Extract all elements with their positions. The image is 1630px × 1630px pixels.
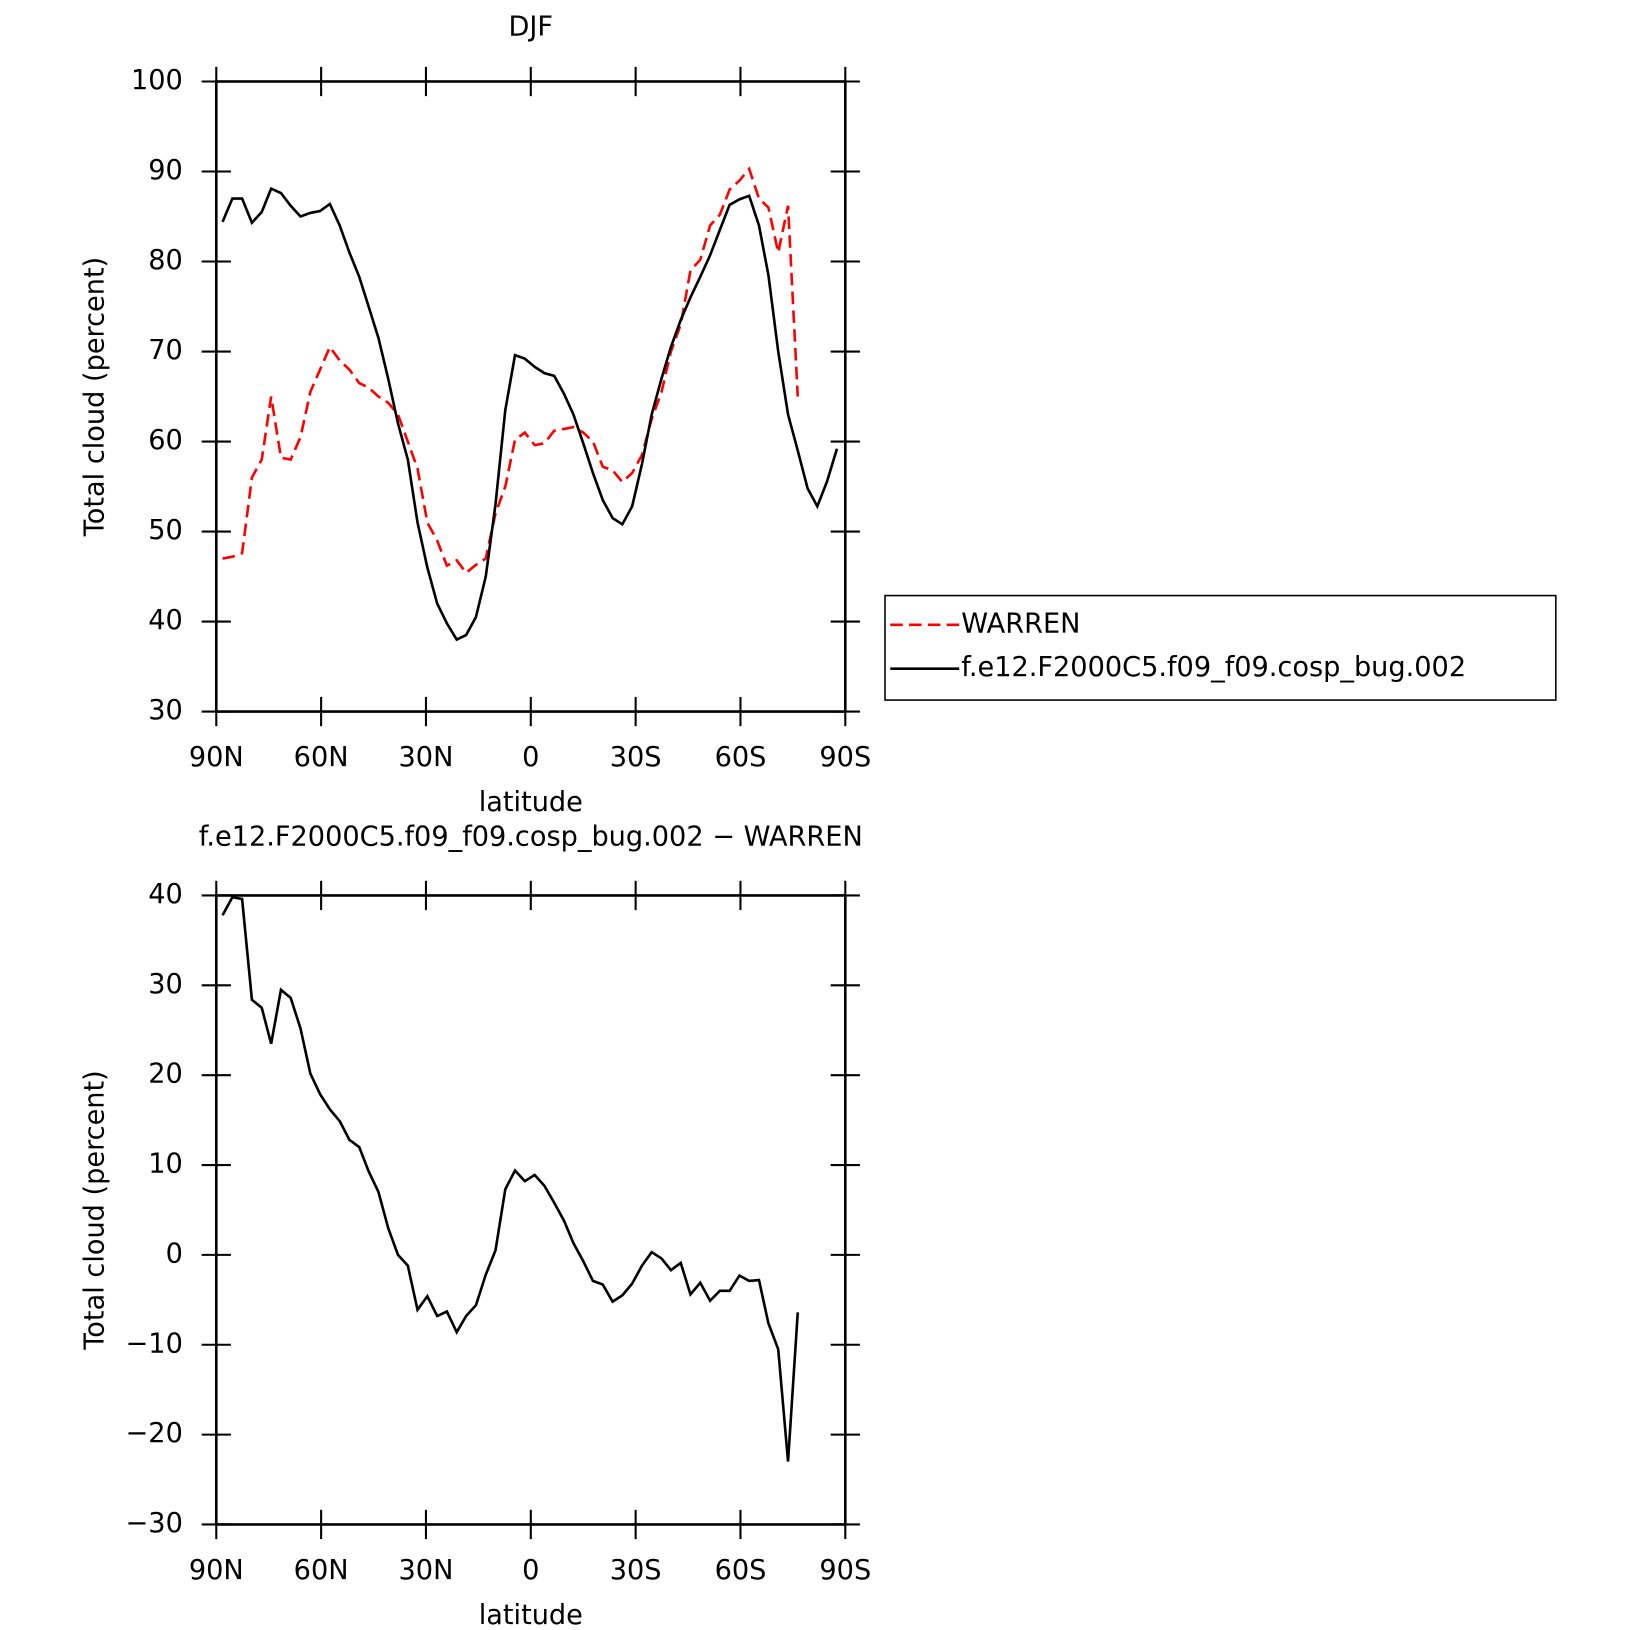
x-tick-label: 90S xyxy=(819,742,871,773)
plot-frame xyxy=(214,80,847,713)
x-axis-label: latitude xyxy=(479,1600,583,1630)
x-tick-label: 90S xyxy=(819,1555,871,1586)
data-line xyxy=(222,166,800,575)
y-tick-label: 80 xyxy=(148,245,183,276)
y-tick-label: −10 xyxy=(126,1328,183,1359)
y-tick-label: 20 xyxy=(148,1059,183,1090)
y-tick-label: 30 xyxy=(148,969,183,1000)
x-tick-label: 60N xyxy=(294,742,349,773)
y-tick-label: 50 xyxy=(148,515,183,546)
y-tick-label: 10 xyxy=(148,1149,183,1180)
y-tick-label: 70 xyxy=(148,335,183,366)
chart-title: f.e12.F2000C5.f09_f09.cosp_bug.002 − WAR… xyxy=(199,821,863,852)
y-tick-label: 100 xyxy=(131,65,183,96)
x-tick-label: 60S xyxy=(715,1555,767,1586)
y-tick-label: 60 xyxy=(148,425,183,456)
y-tick-label: 0 xyxy=(166,1238,183,1269)
x-tick-label: 60N xyxy=(294,1555,349,1586)
legend-label: WARREN xyxy=(961,608,1080,639)
data-line xyxy=(221,895,800,1462)
x-tick-label: 60S xyxy=(715,742,767,773)
x-tick-label: 30N xyxy=(399,1555,454,1586)
x-tick-label: 30N xyxy=(399,742,454,773)
x-tick-label: 0 xyxy=(522,1555,539,1586)
legend-label: f.e12.F2000C5.f09_f09.cosp_bug.002 xyxy=(961,652,1466,683)
x-tick-label: 90N xyxy=(189,742,244,773)
y-tick-label: 40 xyxy=(148,879,183,910)
y-tick-label: −30 xyxy=(126,1508,183,1539)
x-tick-label: 30S xyxy=(610,1555,662,1586)
chart-title: DJF xyxy=(509,12,554,43)
y-axis-label: Total cloud (percent) xyxy=(80,1070,111,1350)
y-axis-label: Total cloud (percent) xyxy=(80,257,111,537)
data-line xyxy=(221,186,839,642)
y-tick-label: −20 xyxy=(126,1418,183,1449)
plot-frame xyxy=(214,894,847,1526)
legend-box xyxy=(884,594,1557,701)
y-tick-label: 30 xyxy=(148,695,183,726)
y-tick-label: 40 xyxy=(148,605,183,636)
x-axis-label: latitude xyxy=(479,787,583,818)
x-tick-label: 0 xyxy=(522,742,539,773)
x-tick-label: 90N xyxy=(189,1555,244,1586)
y-tick-label: 90 xyxy=(148,155,183,186)
x-tick-label: 30S xyxy=(610,742,662,773)
